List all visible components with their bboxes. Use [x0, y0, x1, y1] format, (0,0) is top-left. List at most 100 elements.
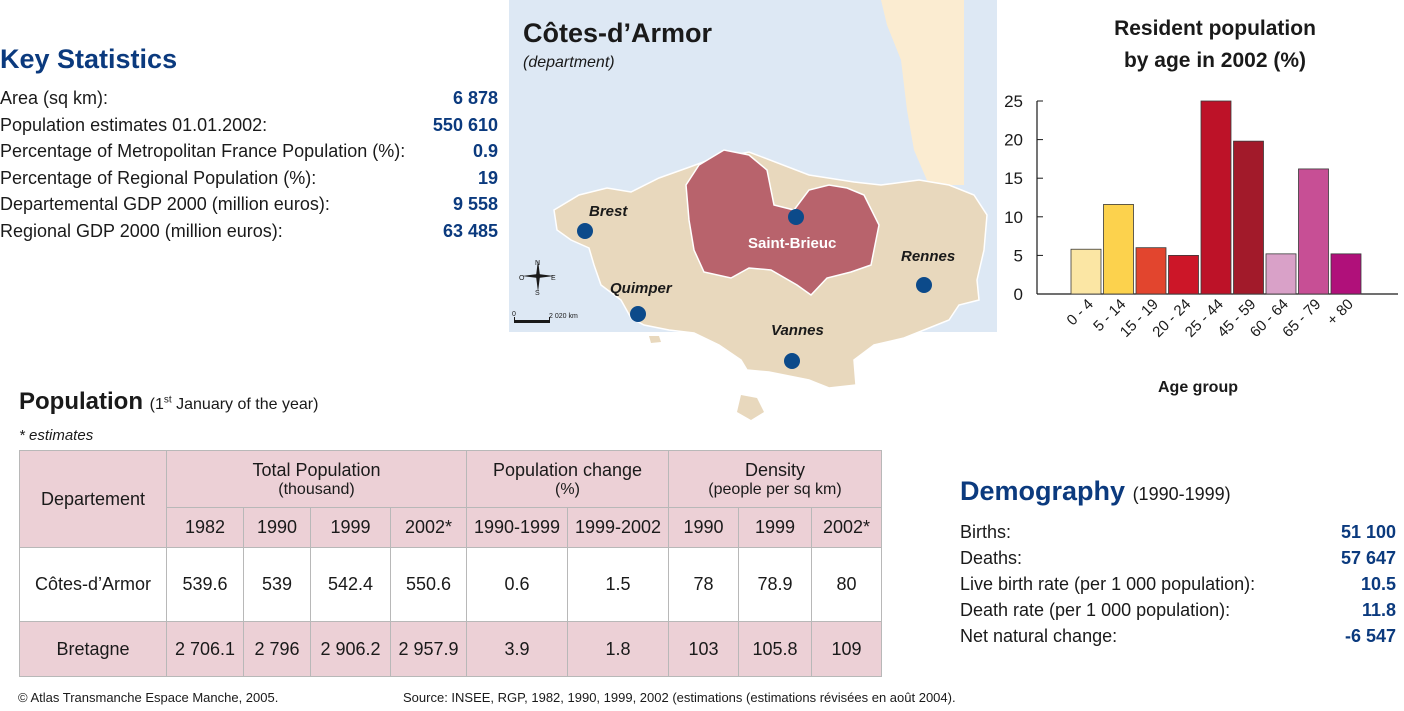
stat-value: 63 485	[442, 220, 498, 241]
chart-bar	[1103, 204, 1134, 295]
table-cell: 0.6	[466, 547, 568, 622]
chart-title-line-1: Resident population	[1114, 17, 1316, 40]
stat-row: Regional GDP 2000 (million euros): 63 485	[0, 218, 498, 245]
stat-row: Population estimates 01.01.2002: 550 610	[0, 112, 498, 139]
year-header: 1990	[668, 507, 739, 548]
stat-label: Percentage of Regional Population (%):	[0, 167, 317, 188]
compass-rose-icon: N S E O	[519, 260, 556, 297]
stat-value: 9 558	[452, 194, 498, 214]
table-cell: 1.8	[567, 621, 669, 677]
svg-text:S: S	[535, 290, 540, 297]
table-cell: 542.4	[310, 547, 391, 622]
city-marker-saint-brieuc	[788, 209, 804, 225]
chart-y-tick-label: 0	[1014, 285, 1023, 304]
demography-row: Births: 51 100	[960, 519, 1396, 545]
chart-y-tick-label: 25	[1004, 92, 1023, 111]
demography-row: Live birth rate (per 1 000 population): 1…	[960, 571, 1396, 597]
stat-label: Population estimates 01.01.2002:	[0, 114, 268, 135]
stat-value: 0.9	[472, 141, 498, 161]
year-header: 1999-2002	[567, 507, 669, 548]
svg-text:O: O	[519, 275, 525, 282]
table-cell: 109	[811, 621, 882, 677]
chart-bar	[1135, 247, 1167, 295]
demography-label: Live birth rate (per 1 000 population):	[960, 574, 1256, 594]
city-label-rennes: Rennes	[901, 248, 955, 265]
population-table: Departement Total Population (thousand) P…	[19, 450, 882, 677]
city-label-brest: Brest	[589, 203, 628, 220]
city-marker-vannes	[784, 353, 800, 369]
table-cell: 2 706.1	[166, 621, 244, 677]
chart-bar	[1200, 100, 1232, 295]
svg-text:0: 0	[512, 311, 516, 318]
chart-title-line-2: by age in 2002 (%)	[1124, 49, 1306, 72]
table-cell: 2 906.2	[310, 621, 391, 677]
table-cell: 80	[811, 547, 882, 622]
demography-title: Demography (1990-1999)	[960, 476, 1231, 506]
chart-x-axis-label: Age group	[1158, 379, 1238, 396]
table-cell: 539.6	[166, 547, 244, 622]
demography-label: Deaths:	[960, 548, 1023, 568]
stat-row: Percentage of Regional Population (%): 19	[0, 165, 498, 192]
demography-label: Death rate (per 1 000 population):	[960, 600, 1231, 620]
demography-value: 51 100	[1340, 522, 1396, 542]
city-label-quimper: Quimper	[610, 280, 673, 297]
stat-row: Area (sq km): 6 878	[0, 85, 498, 112]
chart-y-tick-label: 10	[1004, 208, 1023, 227]
year-header: 1982	[166, 507, 244, 548]
table-cell: 2 796	[243, 621, 311, 677]
chart-bar	[1168, 254, 1199, 295]
population-note: * estimates	[19, 427, 94, 444]
stat-label: Area (sq km):	[0, 88, 109, 108]
chart-bar	[1265, 253, 1297, 295]
table-row: Bretagne 2 706.1 2 796 2 906.2 2 957.9 3…	[19, 621, 882, 677]
city-label-saint-brieuc: Saint-Brieuc	[748, 235, 836, 252]
map-title: Côtes-d’Armor	[523, 18, 713, 48]
year-header: 1999	[738, 507, 812, 548]
table-cell: 105.8	[738, 621, 812, 677]
copyright-text: © Atlas Transmanche Espace Manche, 2005.	[18, 690, 279, 705]
demography-value: 11.8	[1361, 600, 1396, 620]
island	[649, 336, 661, 343]
demography-period: (1990-1999)	[1132, 484, 1231, 504]
table-cell: 103	[668, 621, 739, 677]
svg-text:2 020 km: 2 020 km	[549, 313, 578, 320]
scale-bar: 0 2 020 km	[512, 311, 578, 323]
stat-row: Departemental GDP 2000 (million euros): 9…	[0, 191, 498, 218]
stat-label: Percentage of Metropolitan France Popula…	[0, 141, 406, 161]
stat-row: Percentage of Metropolitan France Popula…	[0, 138, 498, 165]
row-name: Bretagne	[19, 621, 167, 677]
demography-label: Births:	[960, 522, 1012, 542]
demography-row: Deaths: 57 647	[960, 545, 1396, 571]
cotes-darmor-department	[685, 149, 880, 296]
header-population-change: Population change (%)	[466, 450, 669, 508]
chart-bar	[1330, 253, 1362, 295]
table-cell: 1.5	[567, 547, 669, 622]
demography-value: -6 547	[1344, 626, 1396, 646]
row-name: Côtes-d’Armor	[19, 547, 167, 622]
chart-x-tick-label: + 80	[1324, 296, 1357, 329]
header-departement: Departement	[19, 450, 167, 548]
svg-text:N: N	[535, 260, 540, 267]
city-marker-rennes	[916, 277, 932, 293]
city-label-vannes: Vannes	[771, 322, 824, 339]
demography-value: 57 647	[1340, 548, 1396, 568]
map-subtitle: (department)	[523, 54, 615, 71]
year-header: 2002*	[811, 507, 882, 548]
city-marker-brest	[577, 223, 593, 239]
chart-y-tick-label: 20	[1004, 131, 1023, 150]
chart-y-tick-label: 5	[1014, 246, 1023, 265]
key-statistics-panel: Key Statistics Area (sq km): 6 878 Popula…	[0, 44, 498, 244]
header-total-population: Total Population (thousand)	[166, 450, 467, 508]
stat-label: Regional GDP 2000 (million euros):	[0, 220, 283, 241]
chart-y-tick-label: 15	[1004, 169, 1023, 188]
population-subtitle: (1st January of the year)	[149, 394, 319, 413]
age-chart: Resident population by age in 2002 (%) 0…	[1004, 17, 1398, 396]
svg-text:E: E	[551, 275, 556, 282]
table-cell: 78	[668, 547, 739, 622]
table-cell: 3.9	[466, 621, 568, 677]
island	[737, 395, 764, 420]
table-cell: 2 957.9	[390, 621, 467, 677]
east-land	[881, 0, 964, 185]
year-header: 1999	[310, 507, 391, 548]
table-year-row: 1982 1990 1999 2002* 1990-1999 1999-2002…	[20, 507, 882, 548]
